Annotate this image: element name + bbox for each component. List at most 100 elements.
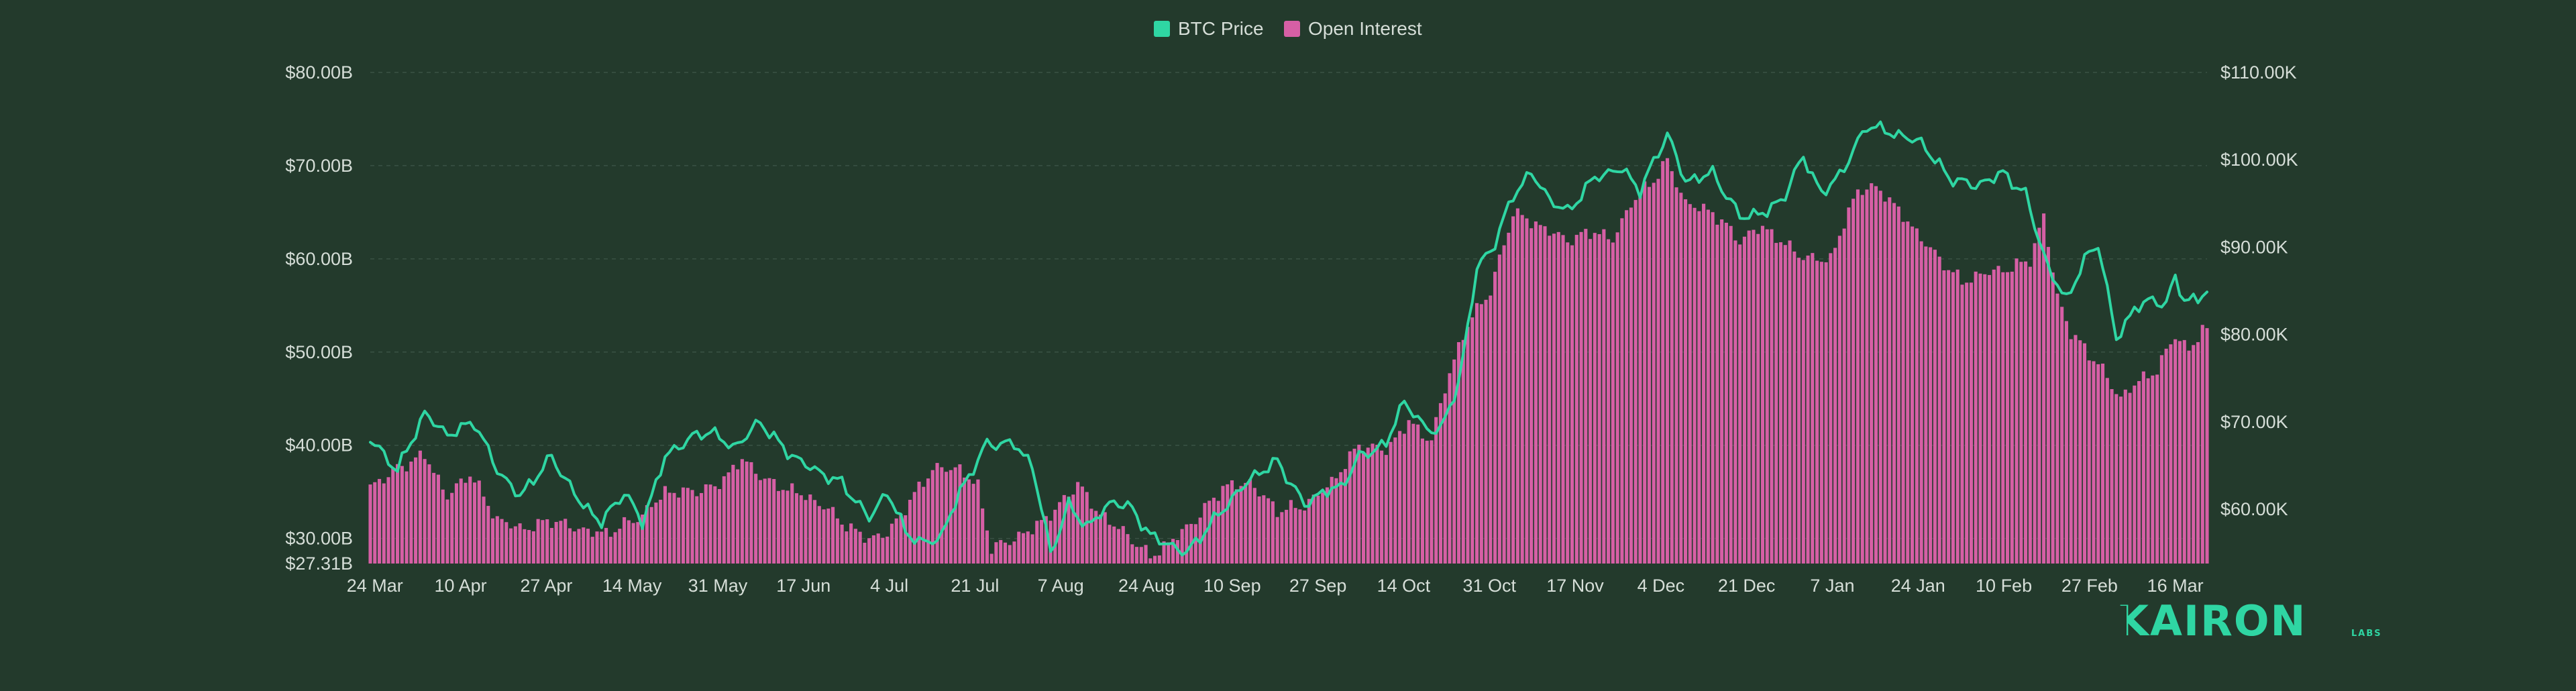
oi-bar xyxy=(899,514,903,564)
x-tick-17: 7 Jan xyxy=(1810,576,1854,596)
oi-bar xyxy=(386,477,390,564)
oi-bar xyxy=(667,492,672,564)
oi-bar xyxy=(549,527,553,564)
oi-bar xyxy=(835,518,839,564)
oi-bar xyxy=(922,486,926,564)
oi-bar xyxy=(1262,495,1266,564)
oi-bar xyxy=(1175,540,1179,564)
oi-bar xyxy=(1130,544,1134,564)
oi-bar xyxy=(1226,484,1230,564)
brand-k-accent xyxy=(2116,606,2127,635)
oi-bar xyxy=(1434,417,1438,564)
oi-bar xyxy=(2192,345,2196,564)
oi-bar xyxy=(1833,248,1837,564)
oi-bar xyxy=(590,537,594,564)
oi-bar xyxy=(1955,269,1960,564)
oi-bar xyxy=(536,519,540,564)
legend-label-btc-price: BTC Price xyxy=(1178,18,1264,39)
oi-bar xyxy=(1906,221,1910,564)
oi-bar xyxy=(509,528,513,564)
oi-bar xyxy=(1234,489,1238,564)
oi-bar xyxy=(1515,208,1519,564)
oi-bar xyxy=(817,506,821,564)
oi-bar xyxy=(1983,274,1987,564)
oi-bar xyxy=(1720,219,1724,564)
oi-bar xyxy=(1860,195,1864,564)
oi-bar xyxy=(963,477,967,564)
oi-bar xyxy=(1801,260,1805,564)
oi-bar xyxy=(2060,307,2064,564)
oi-bar xyxy=(1180,529,1184,564)
oi-bar xyxy=(885,536,890,564)
oi-bar xyxy=(740,459,744,564)
oi-bar xyxy=(2055,293,2059,564)
oi-bar xyxy=(1071,494,1075,564)
oi-bar xyxy=(1733,240,1737,564)
oi-bar xyxy=(409,462,413,564)
oi-bar xyxy=(1185,524,1189,564)
oi-bar xyxy=(1171,539,1175,564)
oi-bar xyxy=(2196,341,2200,564)
oi-bar xyxy=(1611,242,1615,564)
kairon-labs-logo: KAIRON LABS xyxy=(2116,596,2382,645)
oi-bar xyxy=(1543,226,1547,564)
oi-bar xyxy=(1593,233,1597,564)
oi-bar xyxy=(464,482,468,564)
x-tick-15: 4 Dec xyxy=(1638,576,1685,596)
oi-bar xyxy=(595,531,599,564)
brand-sub: LABS xyxy=(2351,629,2382,639)
oi-bar xyxy=(486,506,490,564)
oi-bar xyxy=(1466,327,1470,564)
oi-bar xyxy=(935,463,939,564)
oi-bar xyxy=(1089,509,1093,564)
oi-bar xyxy=(718,488,722,564)
oi-bar xyxy=(1475,303,1479,564)
open-interest-bars xyxy=(368,158,2209,564)
oi-bar xyxy=(1044,516,1048,564)
oi-bar xyxy=(1021,533,1026,564)
oi-bar xyxy=(2133,385,2137,564)
oi-bar xyxy=(1085,492,1089,564)
oi-bar xyxy=(1493,272,1497,564)
y-left-tick-0: $27.31B xyxy=(285,553,353,574)
oi-bar xyxy=(1706,209,1710,564)
oi-bar xyxy=(722,476,726,564)
oi-bar xyxy=(1837,235,1841,564)
oi-bar xyxy=(1507,232,1511,564)
oi-bar xyxy=(414,457,418,564)
oi-bar xyxy=(1461,339,1465,564)
x-tick-11: 27 Sep xyxy=(1289,576,1347,596)
oi-bar xyxy=(1874,186,1878,564)
oi-bar xyxy=(999,539,1003,564)
x-tick-13: 31 Oct xyxy=(1462,576,1516,596)
legend-swatch-open-interest xyxy=(1284,21,1300,37)
oi-bar xyxy=(1216,500,1220,564)
oi-bar xyxy=(586,529,590,564)
oi-bar xyxy=(736,469,740,564)
oi-bar xyxy=(1134,547,1139,564)
oi-bar xyxy=(772,479,776,564)
oi-bar xyxy=(1878,191,1882,564)
oi-bar xyxy=(1697,211,1701,564)
oi-bar xyxy=(1919,241,1923,564)
oi-bar xyxy=(2164,348,2168,564)
oi-bar xyxy=(1425,440,1429,564)
oi-bar xyxy=(1870,183,1874,564)
oi-bar xyxy=(1806,255,1810,564)
x-tick-6: 4 Jul xyxy=(870,576,908,596)
oi-bar xyxy=(1098,515,1103,564)
x-tick-3: 14 May xyxy=(602,576,662,596)
oi-bar xyxy=(373,482,377,564)
y-right-tick-1: $70.00K xyxy=(2220,412,2288,432)
oi-bar xyxy=(1548,235,1552,564)
oi-bar xyxy=(2141,371,2145,564)
oi-bar xyxy=(1389,441,1393,564)
oi-bar xyxy=(1896,206,1900,564)
oi-bar xyxy=(377,478,382,564)
oi-bar xyxy=(2174,339,2178,564)
oi-bar xyxy=(1443,393,1447,564)
oi-bar xyxy=(1924,246,1928,564)
oi-bar xyxy=(1126,534,1130,564)
oi-bar xyxy=(940,467,944,564)
oi-bar xyxy=(1511,216,1515,564)
